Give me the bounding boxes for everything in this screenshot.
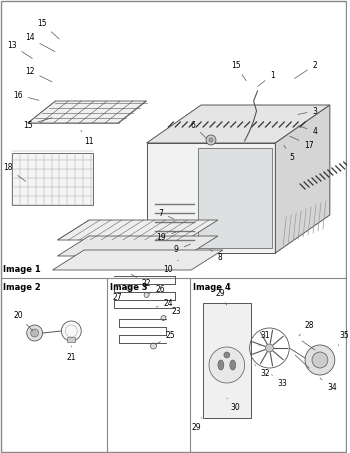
Text: 35: 35 [338, 331, 350, 346]
Text: 23: 23 [166, 307, 181, 317]
Polygon shape [52, 250, 223, 270]
Text: 3: 3 [298, 106, 317, 116]
Text: 19: 19 [157, 232, 176, 242]
Text: Image 2: Image 2 [3, 283, 41, 291]
Circle shape [61, 321, 81, 341]
Text: 15: 15 [37, 19, 60, 39]
Text: 24: 24 [156, 299, 173, 308]
Text: 2: 2 [294, 61, 317, 78]
Polygon shape [275, 105, 330, 253]
Text: Image 4: Image 4 [193, 283, 231, 291]
Text: 16: 16 [13, 91, 39, 100]
Text: 15: 15 [23, 118, 52, 130]
Polygon shape [28, 101, 147, 123]
Circle shape [265, 344, 273, 352]
Text: 20: 20 [13, 310, 33, 331]
Text: 21: 21 [66, 346, 76, 361]
Circle shape [27, 325, 43, 341]
Text: 6: 6 [191, 120, 206, 138]
Circle shape [305, 345, 335, 375]
Text: 26: 26 [149, 285, 165, 294]
Text: 33: 33 [272, 375, 287, 387]
Circle shape [206, 135, 216, 145]
Text: 10: 10 [163, 260, 178, 275]
Text: 32: 32 [255, 365, 270, 377]
Text: Image 1: Image 1 [3, 265, 41, 275]
Text: 11: 11 [81, 130, 94, 145]
Text: 5: 5 [284, 145, 295, 163]
Circle shape [31, 329, 38, 337]
Bar [67, 337, 75, 342]
Text: 4: 4 [298, 126, 317, 135]
Circle shape [161, 315, 166, 321]
Text: 29: 29 [191, 418, 202, 433]
Text: 14: 14 [25, 34, 55, 52]
Text: 34: 34 [320, 378, 337, 392]
Bar [203, 303, 251, 418]
Text: 17: 17 [290, 136, 314, 149]
Text: 13: 13 [7, 40, 32, 58]
Text: 8: 8 [210, 250, 222, 261]
Ellipse shape [230, 360, 236, 370]
Circle shape [312, 352, 328, 368]
Text: 28: 28 [299, 321, 314, 336]
Text: Image 3: Image 3 [110, 283, 148, 291]
Text: 9: 9 [174, 244, 191, 255]
Circle shape [209, 138, 213, 142]
Text: 27: 27 [112, 290, 127, 303]
Text: 31: 31 [259, 331, 270, 346]
Circle shape [150, 343, 156, 349]
Polygon shape [57, 220, 218, 240]
Ellipse shape [218, 360, 224, 370]
Polygon shape [147, 105, 330, 143]
Circle shape [126, 285, 131, 290]
Text: 12: 12 [25, 67, 52, 82]
Bar [12, 153, 93, 205]
Polygon shape [147, 143, 275, 253]
Circle shape [224, 352, 230, 358]
Polygon shape [198, 148, 272, 248]
Text: 30: 30 [227, 398, 240, 413]
Text: 15: 15 [231, 61, 246, 81]
Text: 7: 7 [158, 208, 174, 219]
Text: 22: 22 [131, 275, 151, 288]
Text: 29: 29 [215, 289, 227, 305]
Text: 1: 1 [258, 71, 275, 87]
Circle shape [144, 293, 149, 298]
Text: 18: 18 [3, 164, 26, 181]
Text: 25: 25 [156, 331, 175, 344]
Circle shape [209, 347, 245, 383]
Polygon shape [57, 236, 218, 256]
